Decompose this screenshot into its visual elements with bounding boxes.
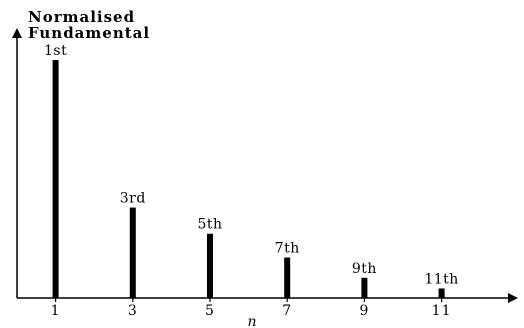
- x-tick-label: 9: [359, 303, 369, 319]
- bar: [129, 207, 136, 298]
- chart-title-line: Normalised: [28, 8, 135, 26]
- x-tick-label: 1: [51, 303, 61, 319]
- x-tick-label: 3: [128, 303, 138, 319]
- x-tick-label: 5: [205, 303, 215, 319]
- marks: [52, 60, 445, 298]
- x-axis-arrow: [508, 293, 518, 303]
- x-tick-label: 7: [282, 303, 292, 319]
- bar: [52, 60, 59, 298]
- data-label: 11th: [424, 271, 458, 287]
- bar: [361, 277, 368, 298]
- data-label: 3rd: [120, 191, 146, 207]
- x-tick-label: 11: [432, 303, 452, 319]
- data-label: 9th: [352, 261, 377, 277]
- axes: [12, 28, 518, 303]
- data-label: 5th: [197, 217, 222, 233]
- data-label: 1st: [44, 43, 67, 59]
- bar: [284, 257, 291, 298]
- data-label: 7th: [275, 241, 300, 257]
- bar: [438, 288, 445, 298]
- x-axis-label: n: [247, 314, 256, 328]
- bar: [207, 233, 213, 298]
- y-axis-arrow: [12, 28, 22, 38]
- chart-title-line: Fundamental: [28, 24, 150, 42]
